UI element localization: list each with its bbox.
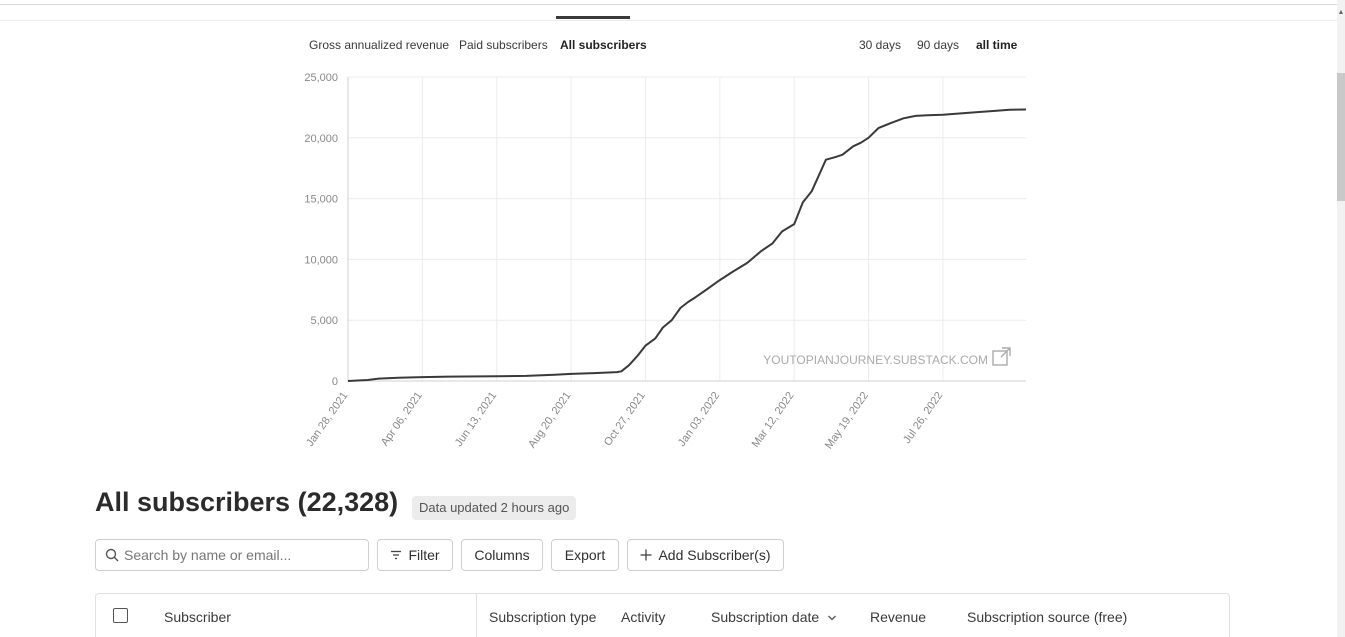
range-90-days[interactable]: 90 days	[917, 38, 960, 52]
scrollbar-track[interactable]	[1337, 0, 1345, 637]
x-tick-label: Apr 06, 2021	[379, 390, 425, 448]
column-header-subscriber[interactable]: Subscriber	[164, 609, 231, 625]
y-tick-label: 15,000	[304, 194, 338, 206]
filter-icon	[391, 550, 402, 560]
y-tick-label: 20,000	[304, 133, 338, 145]
add-subscriber-button[interactable]: Add Subscriber(s)	[627, 539, 784, 571]
x-tick-label: Mar 12, 2022	[750, 390, 797, 450]
y-tick-label: 25,000	[304, 72, 338, 84]
x-tick-label: Jan 03, 2022	[676, 390, 722, 449]
top-border-secondary	[0, 20, 1338, 21]
y-tick-label: 5,000	[310, 315, 338, 327]
subscribers-table-header: Subscriber Subscription type Activity Su…	[95, 593, 1230, 637]
column-header-subscription-type[interactable]: Subscription type	[489, 609, 597, 625]
filter-label: Filter	[408, 547, 440, 563]
add-subscriber-label: Add Subscriber(s)	[658, 547, 771, 563]
tab-paid-subscribers[interactable]: Paid subscribers	[459, 38, 548, 52]
range-all-time[interactable]: all time	[976, 38, 1018, 52]
column-header-activity[interactable]: Activity	[621, 609, 666, 625]
top-border	[0, 4, 1338, 5]
y-tick-label: 10,000	[304, 254, 338, 266]
scrollbar-thumb[interactable]	[1337, 73, 1345, 201]
export-button[interactable]: Export	[551, 539, 619, 571]
y-tick-label: 0	[332, 376, 338, 388]
range-30-days[interactable]: 30 days	[859, 38, 902, 52]
column-header-subscription-date[interactable]: Subscription date	[711, 609, 837, 625]
export-label: Export	[564, 547, 606, 563]
series-line-all-subscribers	[347, 108, 1027, 382]
plus-icon	[640, 549, 652, 561]
x-tick-label: Jan 28, 2021	[304, 390, 350, 449]
filter-button[interactable]: Filter	[377, 539, 453, 571]
subscribers-line-chart: 0 5,000 10,000 15,000 20,000 25,000 Jan 28, 20…	[304, 72, 1027, 451]
x-tick-label: Jul 26, 2022	[901, 390, 945, 446]
columns-label: Columns	[474, 547, 530, 563]
subscription-date-label: Subscription date	[711, 609, 820, 625]
tab-all-subscribers[interactable]: All subscribers	[560, 38, 647, 52]
column-header-subscription-source[interactable]: Subscription source (free)	[967, 609, 1128, 625]
x-tick-label: May 19, 2022	[823, 390, 871, 451]
select-all-checkbox[interactable]	[113, 608, 128, 623]
chevron-down-icon	[828, 615, 837, 621]
search-input[interactable]	[124, 540, 364, 570]
watermark-text: YOUTOPIANJOURNEY.SUBSTACK.COM	[763, 353, 988, 367]
search-box	[95, 539, 369, 571]
x-tick-label: Oct 27, 2021	[602, 390, 648, 448]
page-title: All subscribers (22,328)	[95, 487, 399, 517]
data-updated-badge: Data updated 2 hours ago	[412, 496, 577, 520]
column-divider	[476, 594, 477, 637]
tab-gross-annualized-revenue[interactable]: Gross annualized revenue	[309, 38, 450, 52]
columns-button[interactable]: Columns	[461, 539, 543, 571]
x-tick-label: Jun 13, 2021	[453, 390, 499, 449]
x-tick-label: Aug 20, 2021	[526, 390, 573, 450]
active-tab-indicator	[556, 16, 630, 19]
column-header-revenue[interactable]: Revenue	[870, 609, 927, 625]
external-link-icon[interactable]	[992, 347, 1011, 366]
scroll-up-arrow[interactable]: ▲	[1337, 9, 1345, 16]
search-icon	[105, 548, 119, 562]
